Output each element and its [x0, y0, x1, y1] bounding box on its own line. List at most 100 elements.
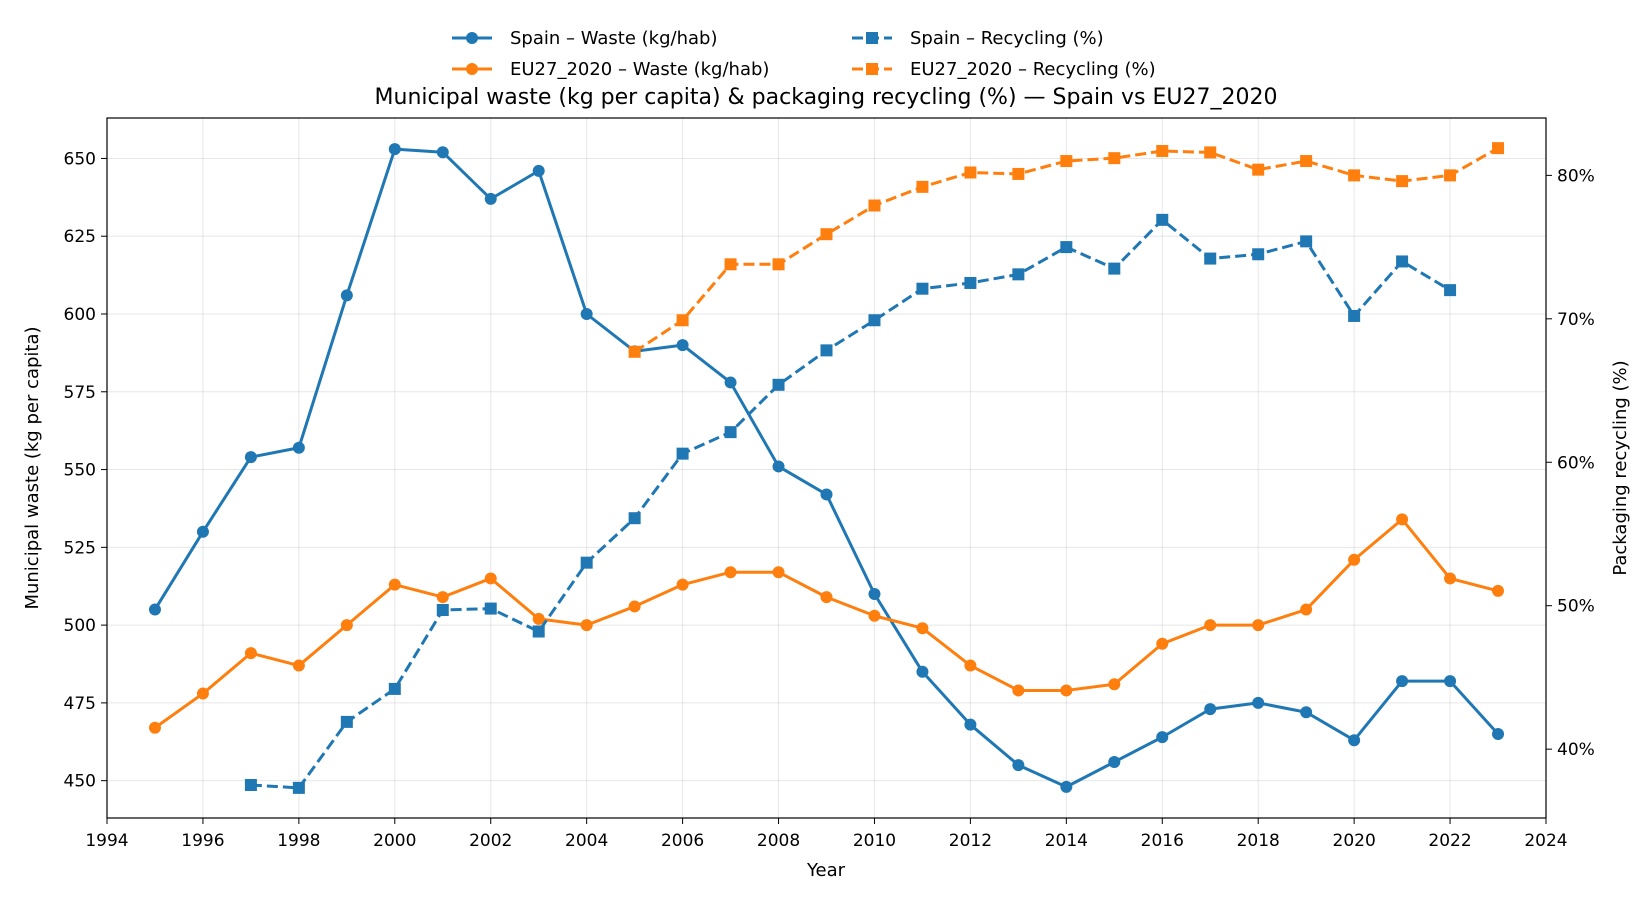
y-right-tick-label: 40% — [1557, 740, 1595, 760]
data-point — [1396, 255, 1409, 268]
data-point — [628, 512, 641, 525]
data-point — [196, 687, 209, 700]
data-point — [1108, 756, 1121, 768]
y-left-tick-label: 525 — [64, 538, 96, 558]
data-point — [388, 143, 401, 156]
x-tick-label: 2010 — [853, 831, 896, 851]
data-point — [1204, 619, 1217, 632]
data-point — [1396, 675, 1409, 688]
data-point — [916, 282, 929, 295]
data-point — [820, 344, 833, 357]
data-point — [436, 604, 449, 617]
series-0 — [148, 143, 1505, 793]
data-point — [148, 603, 161, 616]
data-point — [772, 378, 785, 391]
data-point — [1252, 696, 1265, 709]
legend-marker — [466, 32, 478, 44]
legend-item: Spain – Recycling (%) — [852, 28, 1104, 49]
legend-marker — [866, 32, 878, 44]
data-point — [1204, 703, 1217, 716]
legend-item: EU27_2020 – Waste (kg/hab) — [452, 59, 769, 80]
legend-item: EU27_2020 – Recycling (%) — [852, 59, 1156, 80]
data-point — [772, 460, 785, 473]
x-tick-label: 2016 — [1141, 831, 1184, 851]
data-point — [916, 665, 929, 678]
data-point — [580, 308, 593, 320]
y-left-tick-label: 650 — [64, 149, 96, 169]
x-tick-label: 2006 — [661, 831, 704, 851]
legend-item: Spain – Waste (kg/hab) — [452, 28, 717, 49]
data-point — [676, 578, 689, 591]
data-point — [1300, 235, 1313, 248]
y-axis-right: 40% 50% 60% 70% 80% — [1546, 166, 1595, 760]
x-tick-label: 2008 — [757, 831, 800, 851]
plot-frame — [106, 117, 1547, 819]
y-right-tick-label: 60% — [1557, 453, 1595, 473]
x-axis-label: Year — [806, 860, 846, 881]
data-point — [532, 612, 545, 625]
data-point — [196, 525, 209, 538]
data-point — [1444, 284, 1457, 297]
x-tick-label: 1998 — [277, 831, 320, 851]
y-left-tick-label: 450 — [64, 772, 96, 792]
data-point — [484, 192, 497, 205]
x-tick-label: 2000 — [373, 831, 416, 851]
x-tick-label: 2024 — [1524, 831, 1567, 851]
x-tick-label: 2014 — [1045, 831, 1088, 851]
series-2 — [244, 213, 1457, 794]
data-point — [580, 556, 593, 569]
data-point — [676, 447, 689, 460]
data-point — [340, 289, 353, 302]
series-1 — [148, 513, 1505, 734]
data-point — [964, 718, 977, 731]
data-point — [244, 451, 257, 464]
legend: Spain – Waste (kg/hab) Spain – Recycling … — [452, 28, 1156, 80]
y-left-tick-label: 500 — [64, 616, 96, 636]
y-left-tick-label: 550 — [64, 461, 96, 481]
data-point — [1300, 706, 1313, 719]
data-point — [532, 164, 545, 177]
data-point — [1348, 553, 1361, 566]
x-tick-label: 2018 — [1237, 831, 1280, 851]
data-point — [1108, 262, 1121, 275]
data-point — [436, 146, 449, 159]
data-point — [868, 609, 881, 622]
data-point — [436, 591, 449, 604]
data-point — [244, 647, 257, 660]
data-point — [1348, 734, 1361, 747]
data-point — [772, 566, 785, 579]
data-point — [1060, 780, 1073, 793]
data-point — [676, 339, 689, 352]
x-tick-label: 1994 — [85, 831, 128, 851]
data-point — [1492, 142, 1505, 155]
y-left-tick-label: 625 — [64, 227, 96, 247]
data-point — [628, 345, 641, 358]
series-line — [250, 218, 1451, 790]
x-tick-label: 2020 — [1333, 831, 1376, 851]
grid — [106, 118, 1547, 818]
data-point — [1108, 678, 1121, 691]
data-point — [148, 721, 161, 734]
data-point — [292, 781, 305, 794]
y-left-tick-label: 575 — [64, 383, 96, 403]
data-point — [1348, 309, 1361, 322]
data-point — [1108, 152, 1121, 165]
data-point — [244, 779, 257, 792]
data-point — [820, 228, 833, 241]
data-point — [820, 591, 833, 604]
data-point — [868, 314, 881, 327]
y-right-tick-label: 50% — [1557, 597, 1595, 617]
data-point — [1156, 144, 1169, 157]
legend-label: Spain – Recycling (%) — [910, 28, 1104, 49]
y-axis-right-label: Packaging recycling (%) — [1610, 360, 1631, 575]
data-point — [1156, 637, 1169, 650]
data-point — [724, 426, 737, 439]
data-point — [724, 566, 737, 579]
data-point — [772, 258, 785, 271]
legend-marker — [466, 63, 478, 75]
x-tick-label: 2022 — [1428, 831, 1471, 851]
data-point — [724, 376, 737, 389]
data-point — [1348, 169, 1361, 182]
